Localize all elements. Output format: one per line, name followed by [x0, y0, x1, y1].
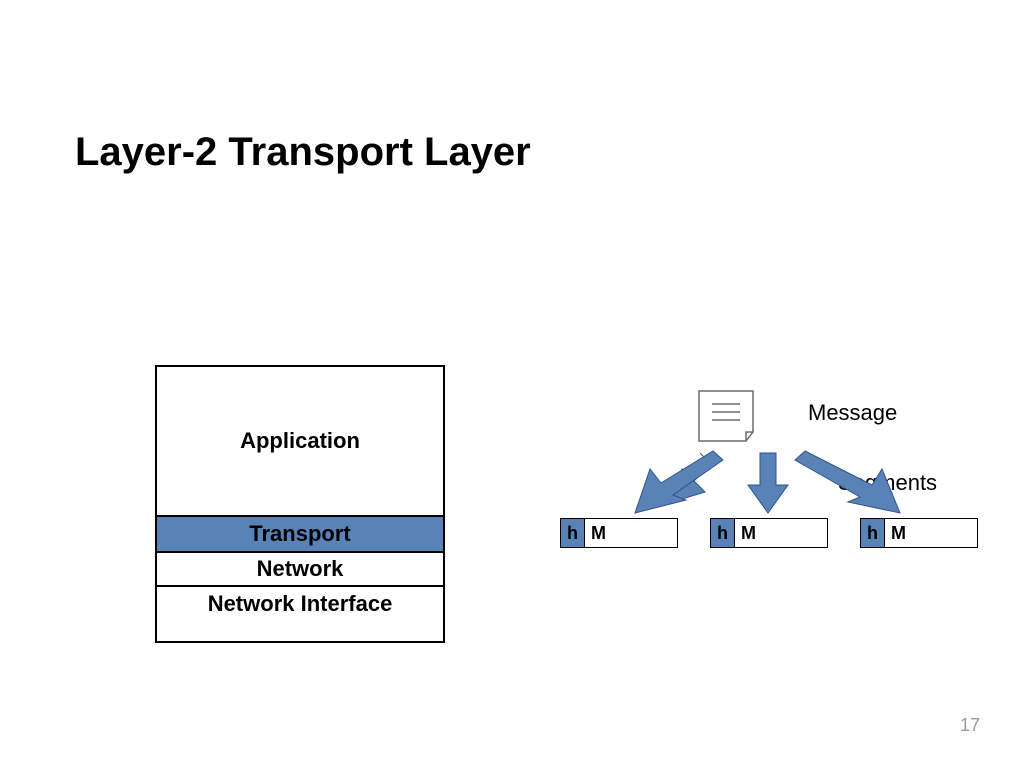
segment-header: h: [861, 519, 885, 547]
segment-body: M: [735, 519, 827, 547]
arrow-left-icon: [635, 451, 723, 513]
segment-header: h: [711, 519, 735, 547]
page-title: Layer-2 Transport Layer: [75, 130, 531, 175]
segment-3: h M: [860, 518, 978, 548]
segment-header: h: [561, 519, 585, 547]
segment-body: M: [585, 519, 677, 547]
arrow-down-icon: [748, 453, 788, 513]
layer-network-interface: Network Interface: [157, 587, 443, 641]
segment-1: h M: [560, 518, 678, 548]
layer-application: Application: [157, 367, 443, 517]
page-number: 17: [960, 715, 980, 736]
segment-body: M: [885, 519, 977, 547]
split-arrows: [560, 445, 940, 515]
message-label: Message: [808, 400, 897, 426]
layer-stack: Application Transport Network Network In…: [155, 365, 445, 643]
document-icon: [698, 390, 758, 442]
layer-network: Network: [157, 553, 443, 587]
segment-2: h M: [710, 518, 828, 548]
arrow-right-icon: [795, 451, 900, 513]
layer-transport: Transport: [157, 517, 443, 553]
